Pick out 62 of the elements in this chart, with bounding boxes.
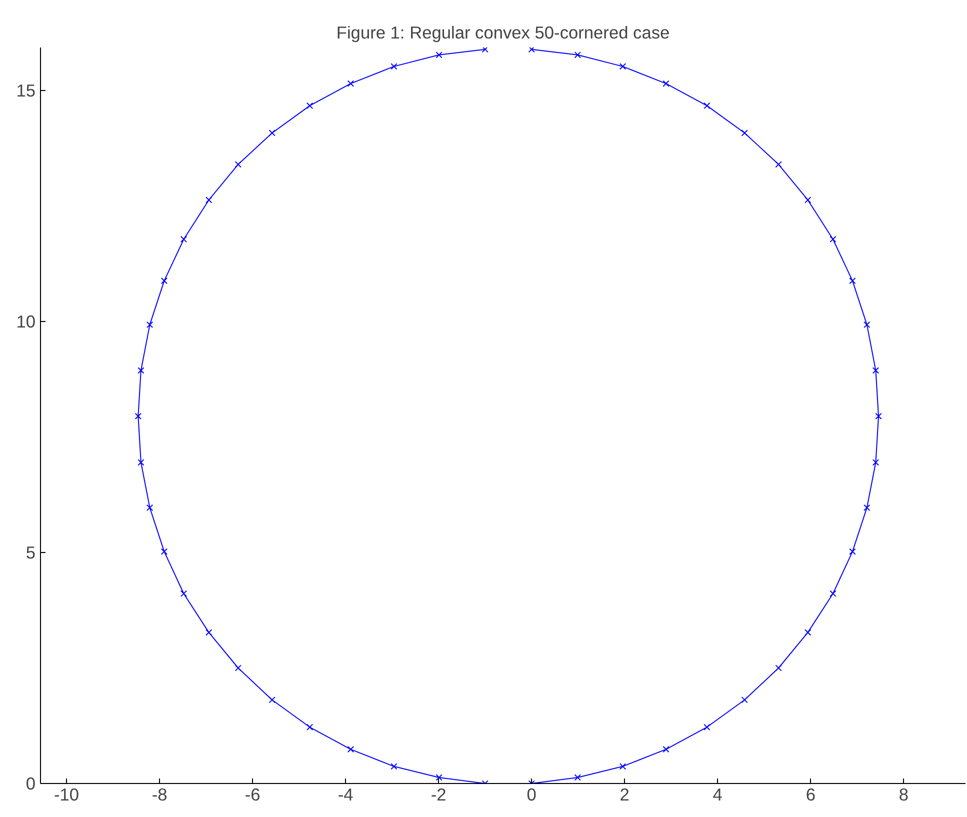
y-tick-label: 5 [26,542,36,562]
point [704,102,710,110]
x-tick-label: -8 [152,784,168,804]
point [872,459,880,466]
point [830,236,836,243]
x-tick-label: -2 [430,784,446,804]
point [662,746,670,753]
point [268,696,276,704]
point [436,774,442,781]
point [146,504,154,511]
chart-title: Figure 1: Regular convex 50-cornered case [336,22,670,42]
point [180,236,188,243]
x-tick-label: 0 [526,784,536,804]
point [704,724,710,730]
point [830,590,836,597]
x-tick-label: 4 [712,784,723,804]
point [528,48,535,53]
point [347,746,354,753]
point [849,277,856,284]
point [180,590,188,597]
y-tick-label: 15 [16,80,36,100]
point [306,724,314,730]
x-tick-label: 6 [806,784,816,804]
x-tick-label: -4 [338,784,354,804]
x-tick-label: -10 [54,784,80,804]
x-tick-label: 2 [620,784,630,804]
x-tick-label: 8 [898,784,908,804]
point [804,196,812,204]
point [306,102,314,110]
point [574,774,581,781]
point [619,63,626,70]
point [138,459,144,466]
point [775,664,782,672]
point [268,130,276,136]
point [482,48,488,53]
y-tick-label: 10 [16,311,36,332]
point [234,161,242,168]
point [347,80,354,87]
point [804,629,812,636]
point [775,161,782,168]
point [390,763,398,770]
point [849,548,856,555]
point [134,412,142,420]
point [206,629,212,636]
point [741,130,748,136]
point [864,504,870,511]
point [864,321,870,328]
point [619,763,626,770]
point [574,52,581,58]
point [138,367,144,374]
point [875,412,882,420]
point [206,196,212,204]
point [160,548,168,555]
point [872,367,880,374]
point [160,277,168,284]
point [436,52,442,58]
point [146,321,154,328]
point [662,80,670,87]
point [741,696,748,704]
point [234,664,242,672]
x-tick-label: -6 [244,784,260,804]
point [390,63,398,70]
